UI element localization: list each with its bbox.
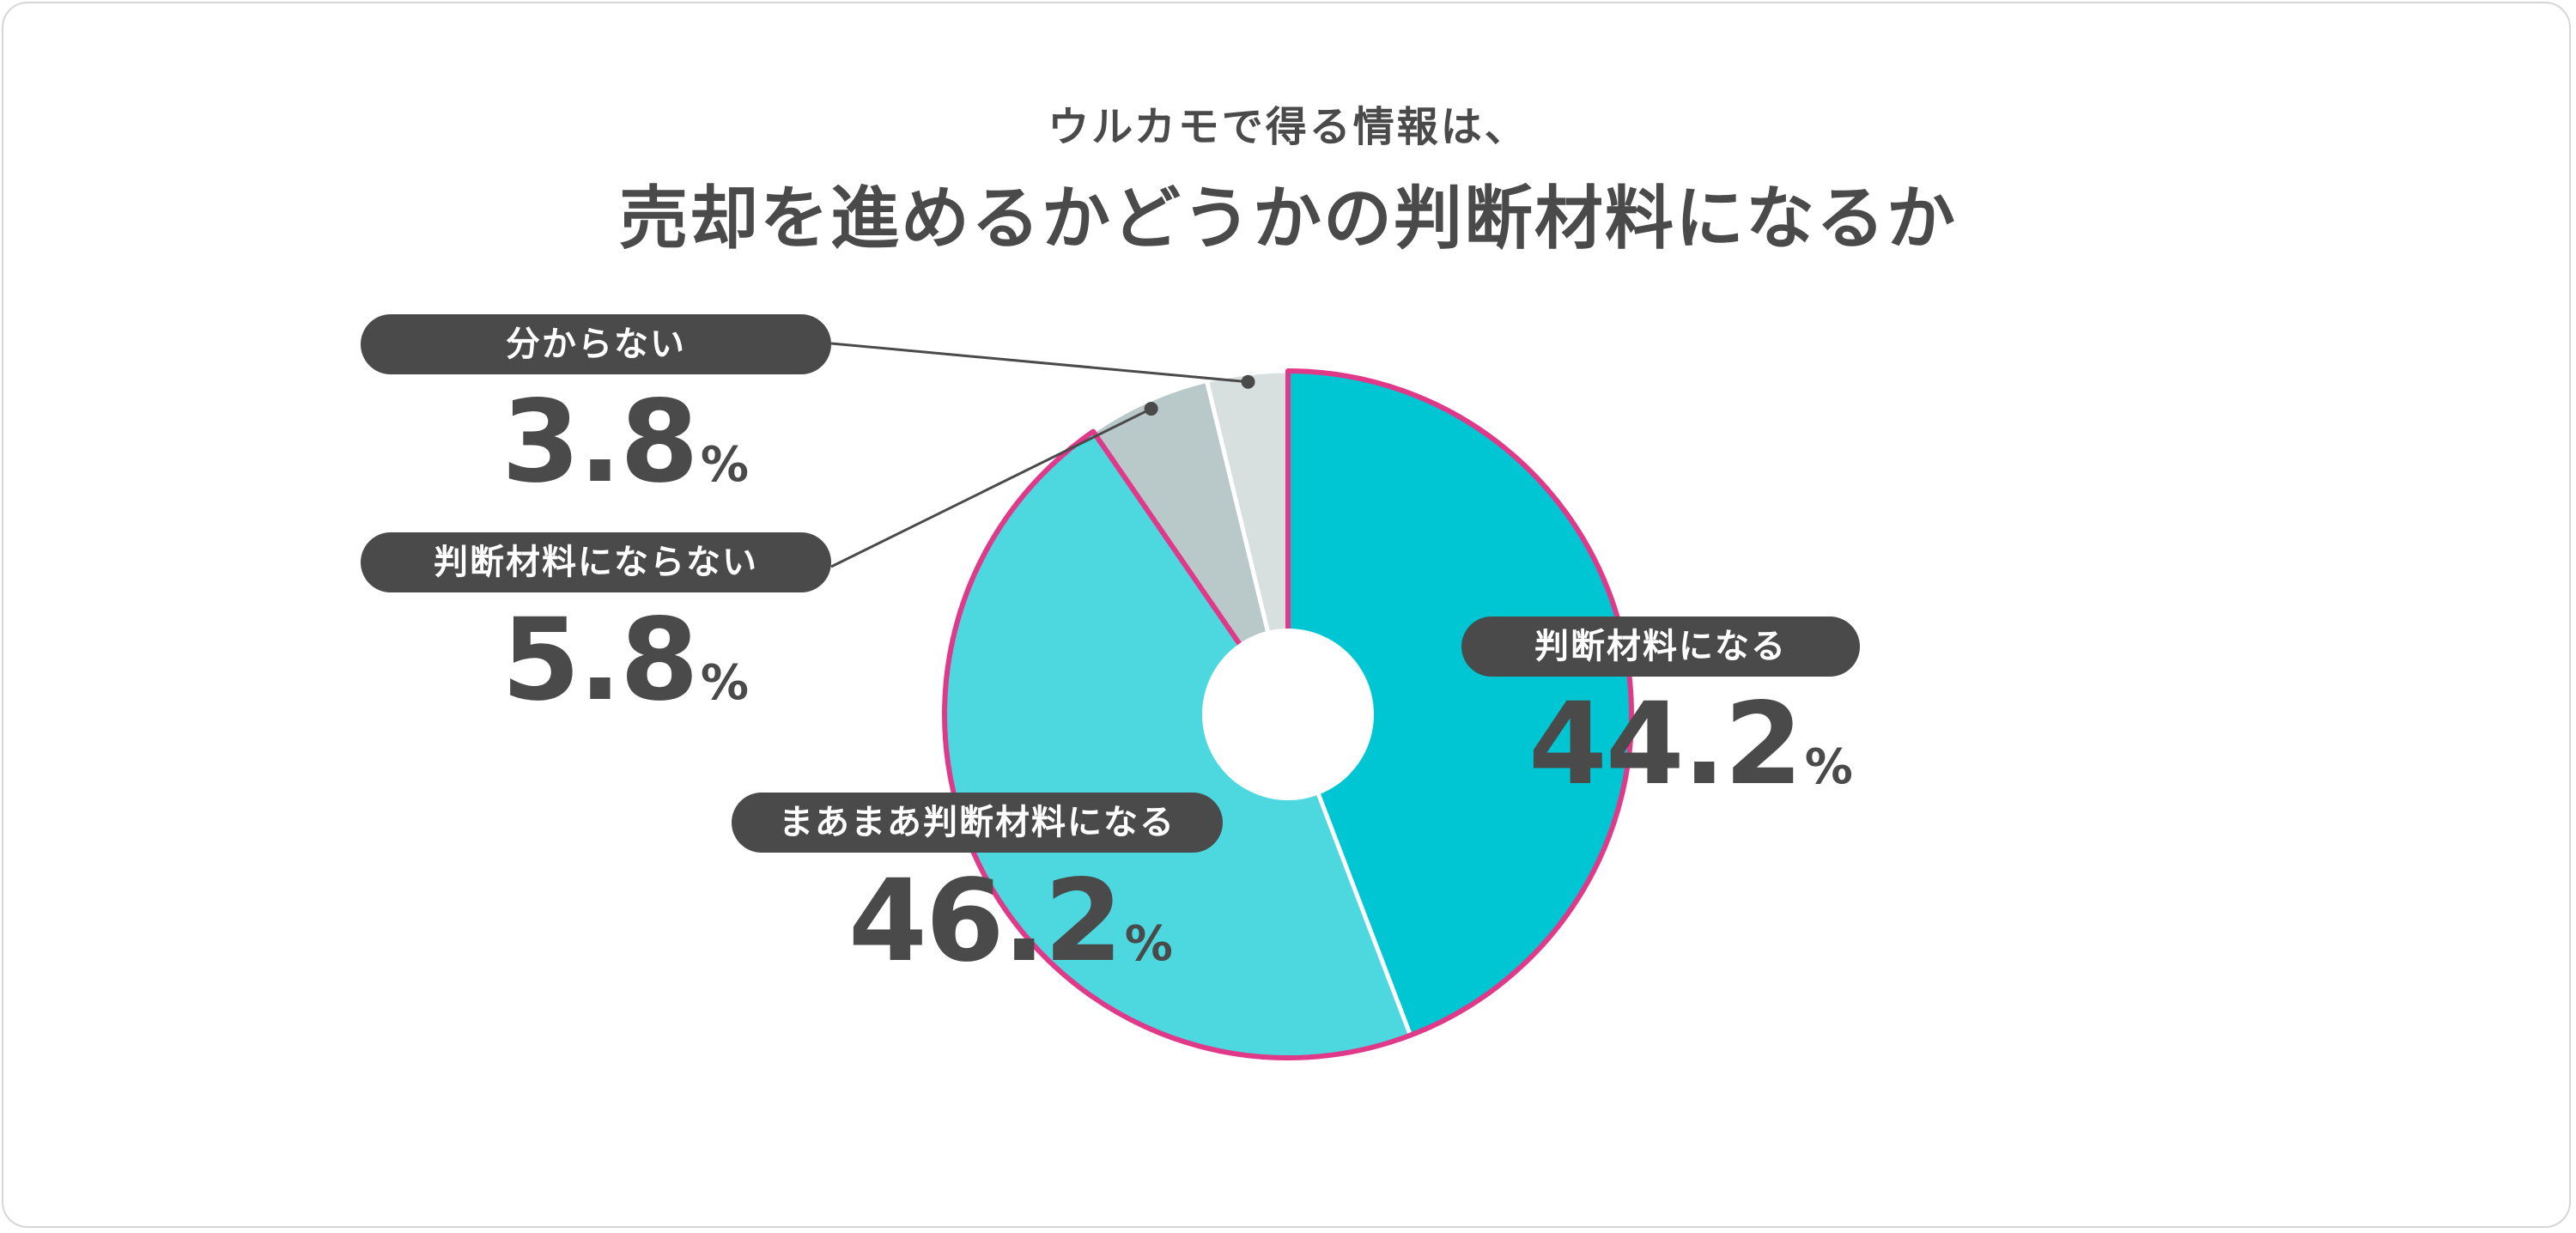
slice-1-value: 46.2	[848, 855, 1123, 987]
slice-0-label: 判断材料になる	[1534, 627, 1787, 666]
label-pill-slice-0: 判断材料になる	[1461, 616, 1860, 677]
label-pill-slice-3: 分からない	[361, 314, 831, 374]
chart-title: 売却を進めるかどうかの判断材料になるか	[619, 179, 1957, 258]
leader-dot-slice-2	[1144, 402, 1158, 416]
slice-0-unit: %	[1804, 739, 1853, 795]
slice-2-value: 5.8	[501, 594, 699, 726]
slice-1-unit: %	[1124, 916, 1173, 972]
leader-lines	[830, 342, 1255, 568]
slice-3-label: 分からない	[506, 325, 686, 364]
slice-2-label: 判断材料にならない	[434, 543, 758, 582]
slice-0-value: 44.2	[1528, 678, 1803, 811]
leader-dot-slice-3	[1241, 374, 1255, 389]
slice-3-value: 3.8	[501, 376, 699, 508]
value-slice-0: 44.2%	[1528, 678, 1853, 811]
leader-line-slice-3	[830, 342, 1249, 384]
highlight-outline	[942, 368, 1634, 1060]
slice-3-unit: %	[700, 437, 749, 493]
label-pill-slice-2: 判断材料にならない	[361, 532, 831, 592]
value-slice-2: 5.8%	[501, 594, 749, 726]
label-pill-slice-1: まあまあ判断材料になる	[732, 793, 1223, 853]
value-slice-1: 46.2%	[848, 855, 1173, 987]
chart-subtitle: ウルカモで得る情報は、	[1048, 103, 1528, 151]
slice-1-label: まあまあ判断材料になる	[779, 803, 1176, 842]
leader-line-slice-2	[830, 407, 1152, 568]
slice-2-unit: %	[700, 655, 749, 711]
value-slice-3: 3.8%	[501, 376, 749, 508]
donut-hole	[1202, 629, 1374, 800]
